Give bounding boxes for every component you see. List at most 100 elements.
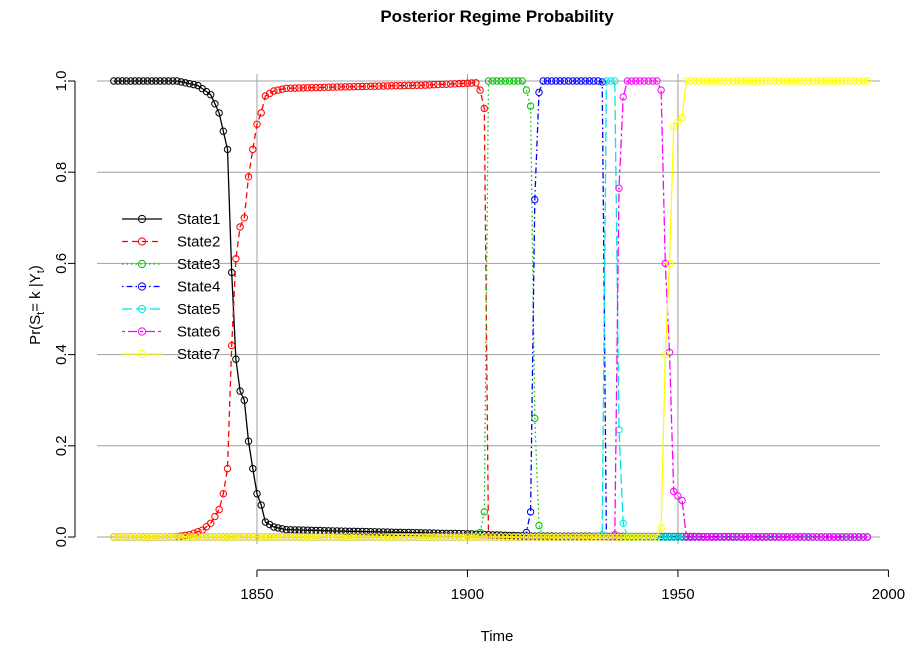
data-point (446, 533, 455, 541)
data-point (118, 77, 127, 85)
data-point (653, 77, 661, 85)
data-point (796, 77, 804, 85)
data-point (160, 77, 169, 85)
data-point (164, 77, 173, 85)
data-point (535, 533, 543, 541)
legend-marker (137, 237, 147, 246)
data-point (404, 528, 413, 537)
y-tick-label: 0.6 (53, 253, 70, 274)
data-point (139, 533, 148, 541)
data-point (649, 533, 657, 541)
data-point (501, 77, 509, 85)
data-point (148, 533, 156, 541)
y-tick-label: 0.0 (53, 527, 70, 548)
data-point (830, 533, 838, 541)
series-line-state1 (113, 80, 868, 538)
data-point (787, 533, 796, 541)
data-point (686, 77, 695, 85)
data-point (825, 77, 834, 85)
data-point (623, 77, 632, 85)
data-point (855, 533, 863, 541)
data-point (468, 533, 476, 541)
data-point (413, 81, 421, 90)
data-point (354, 527, 362, 536)
data-point (674, 492, 682, 500)
data-point (223, 464, 232, 473)
data-point (337, 533, 345, 541)
data-point (510, 533, 518, 541)
x-axis-label: Time (481, 628, 514, 645)
data-point (804, 533, 813, 541)
data-point (531, 195, 539, 204)
data-point (564, 77, 573, 85)
data-point (493, 531, 501, 539)
data-point (775, 77, 783, 85)
data-point (476, 533, 484, 541)
data-point (244, 533, 253, 541)
data-point (240, 396, 249, 404)
data-point (114, 77, 122, 85)
data-point (219, 533, 228, 541)
data-point (526, 508, 535, 516)
data-point (333, 83, 341, 91)
data-point (388, 82, 396, 90)
data-point (707, 77, 716, 85)
legend-item-state1: State1 (122, 211, 220, 228)
data-point (838, 533, 846, 541)
data-point (783, 533, 792, 541)
data-point (139, 77, 148, 85)
data-point (135, 77, 143, 85)
data-point (825, 533, 834, 541)
data-point (472, 533, 480, 541)
data-point (366, 528, 375, 536)
data-point (686, 533, 695, 541)
data-point (240, 214, 249, 222)
data-point (779, 77, 787, 85)
data-point (627, 533, 636, 541)
data-point (623, 533, 632, 541)
data-point (341, 533, 350, 541)
data-point (737, 77, 745, 85)
data-point (670, 122, 678, 131)
series-line-state2 (113, 82, 868, 538)
data-point (215, 533, 223, 541)
data-point (762, 533, 770, 541)
data-point (329, 533, 337, 541)
data-point (682, 533, 691, 541)
legend-marker (137, 327, 147, 336)
data-point (644, 77, 653, 85)
data-point (190, 80, 198, 89)
data-point (143, 77, 152, 85)
data-point (594, 77, 602, 85)
data-point (712, 77, 720, 85)
y-tick-label: 0.2 (53, 435, 70, 456)
data-point (606, 77, 615, 85)
data-point (484, 533, 493, 541)
data-point (741, 533, 749, 541)
data-point (291, 533, 299, 541)
series-layer (110, 77, 872, 541)
data-point (838, 77, 846, 85)
data-point (371, 533, 379, 541)
data-point (417, 533, 425, 541)
data-point (156, 533, 164, 541)
data-point (425, 533, 434, 541)
data-point (577, 77, 585, 85)
data-point (320, 83, 328, 92)
data-point (379, 82, 387, 90)
data-point (585, 533, 594, 541)
data-point (110, 533, 118, 541)
data-point (724, 77, 733, 85)
data-point (699, 533, 707, 541)
data-point (808, 533, 817, 541)
legend-label: State4 (177, 279, 220, 296)
data-point (619, 519, 627, 527)
data-point (362, 533, 371, 541)
data-point (383, 533, 392, 541)
data-point (792, 533, 800, 541)
data-point (173, 533, 181, 541)
data-point (783, 77, 792, 85)
data-point (859, 533, 867, 541)
data-point (291, 84, 299, 92)
data-point (194, 528, 202, 536)
